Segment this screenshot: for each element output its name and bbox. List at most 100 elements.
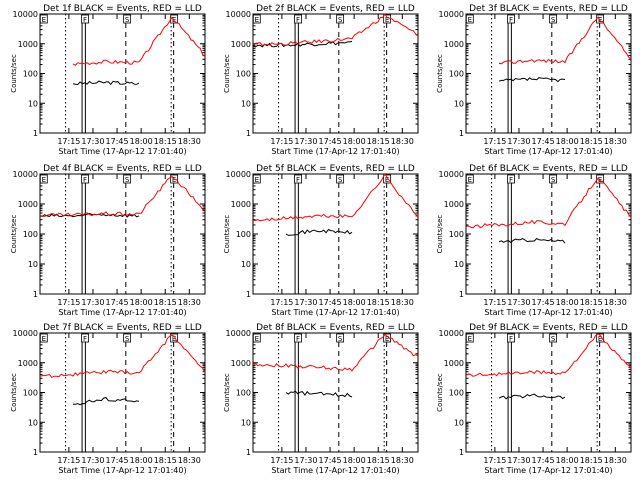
x-tick-label: 18:15 bbox=[154, 298, 177, 307]
panel-title: Det 3f BLACK = Events, RED = LLD bbox=[469, 4, 628, 14]
x-tick-label: 18:15 bbox=[367, 298, 390, 307]
flag-box bbox=[507, 14, 515, 24]
y-tick-label: 1000 bbox=[231, 200, 251, 209]
x-tick-label: 18:00 bbox=[556, 137, 579, 146]
y-tick-label: 1000 bbox=[18, 40, 38, 49]
flag-letter: S bbox=[125, 335, 130, 343]
flag-letter: S bbox=[338, 16, 343, 24]
x-tick-label: 17:15 bbox=[57, 298, 80, 307]
panel-det-6: Det 6f BLACK = Events, RED = LLD 1 10 100 10… bbox=[436, 164, 632, 317]
series-lld-line bbox=[39, 175, 206, 217]
series-events-line bbox=[498, 393, 566, 400]
x-tick-label: 17:30 bbox=[507, 456, 530, 465]
x-tick-label: 18:00 bbox=[556, 456, 579, 465]
x-tick-label: 18:30 bbox=[391, 298, 414, 307]
y-tick-label: 1 bbox=[459, 129, 464, 138]
y-axis-label: Counts/sec bbox=[223, 373, 231, 412]
flag-letter: F bbox=[296, 176, 300, 184]
y-tick-label: 10 bbox=[454, 418, 464, 427]
panel-title: Det 2f BLACK = Events, RED = LLD bbox=[256, 4, 415, 14]
x-tick-label: 17:15 bbox=[483, 137, 506, 146]
panel-det-2: Det 2f BLACK = Events, RED = LLD 1 10 100 10… bbox=[223, 4, 419, 156]
y-axis-label: Counts/sec bbox=[10, 54, 18, 93]
x-tick-label: 17:45 bbox=[319, 456, 342, 465]
y-tick-label: 1000 bbox=[444, 40, 464, 49]
flag-letter: E bbox=[172, 176, 176, 184]
flag-letter: F bbox=[83, 16, 87, 24]
x-tick-label: 18:00 bbox=[130, 298, 153, 307]
y-tick-label: 10000 bbox=[13, 10, 38, 19]
y-tick-label: 10000 bbox=[439, 170, 464, 179]
flag-letter: F bbox=[509, 335, 513, 343]
flag-letter: E bbox=[598, 335, 602, 343]
y-tick-label: 10 bbox=[241, 418, 251, 427]
flag-box bbox=[81, 174, 89, 184]
y-tick-label: 100 bbox=[23, 70, 38, 79]
panel-title: Det 8f BLACK = Events, RED = LLD bbox=[256, 323, 415, 333]
x-tick-label: 17:45 bbox=[532, 456, 555, 465]
x-axis-label: Start Time (17-Apr-12 17:01:40) bbox=[58, 466, 186, 475]
x-tick-label: 17:45 bbox=[532, 298, 555, 307]
y-axis-label: Counts/sec bbox=[436, 215, 444, 254]
x-tick-label: 18:15 bbox=[367, 137, 390, 146]
plot-frame bbox=[39, 332, 206, 453]
y-tick-label: 10000 bbox=[226, 329, 251, 338]
flag-letter: S bbox=[551, 16, 556, 24]
series-events-line bbox=[498, 77, 566, 83]
flag-letter: F bbox=[83, 176, 87, 184]
flag-box bbox=[336, 14, 345, 24]
x-tick-label: 17:30 bbox=[294, 298, 317, 307]
x-axis-label: Start Time (17-Apr-12 17:01:40) bbox=[484, 466, 612, 475]
y-tick-label: 1 bbox=[33, 290, 38, 299]
flag-box bbox=[252, 333, 261, 343]
flag-letter: F bbox=[83, 335, 87, 343]
x-tick-label: 17:15 bbox=[483, 298, 506, 307]
x-tick-label: 18:15 bbox=[580, 137, 603, 146]
y-tick-label: 1 bbox=[246, 448, 251, 457]
series-events-line bbox=[72, 80, 140, 86]
series-events-line bbox=[285, 228, 353, 236]
y-tick-label: 10 bbox=[241, 99, 251, 108]
flag-letter: E bbox=[42, 16, 46, 24]
y-axis-label: Counts/sec bbox=[436, 54, 444, 93]
flag-letter: E bbox=[255, 176, 259, 184]
x-tick-label: 17:30 bbox=[294, 456, 317, 465]
x-tick-label: 17:30 bbox=[81, 137, 104, 146]
y-tick-label: 100 bbox=[236, 230, 251, 239]
flag-letter: F bbox=[509, 16, 513, 24]
series-lld-line bbox=[252, 333, 419, 372]
y-tick-label: 10 bbox=[28, 260, 38, 269]
y-tick-label: 100 bbox=[449, 389, 464, 398]
flag-box bbox=[549, 14, 558, 24]
flag-box bbox=[465, 14, 474, 24]
plot-frame bbox=[252, 13, 419, 134]
y-tick-label: 100 bbox=[449, 230, 464, 239]
flag-letter: S bbox=[551, 335, 556, 343]
x-tick-label: 17:30 bbox=[507, 137, 530, 146]
flag-box bbox=[123, 14, 132, 24]
y-tick-label: 100 bbox=[23, 230, 38, 239]
y-tick-label: 10000 bbox=[226, 170, 251, 179]
y-tick-label: 1 bbox=[33, 129, 38, 138]
x-tick-label: 17:15 bbox=[483, 456, 506, 465]
flag-box bbox=[465, 333, 474, 343]
x-tick-label: 17:30 bbox=[294, 137, 317, 146]
x-tick-label: 18:00 bbox=[130, 456, 153, 465]
y-tick-label: 10 bbox=[454, 260, 464, 269]
x-tick-label: 18:00 bbox=[130, 137, 153, 146]
x-tick-label: 18:15 bbox=[580, 456, 603, 465]
panel-det-3: Det 3f BLACK = Events, RED = LLD 1 10 100 10… bbox=[436, 4, 632, 156]
y-tick-label: 10000 bbox=[439, 10, 464, 19]
x-axis-label: Start Time (17-Apr-12 17:01:40) bbox=[484, 147, 612, 156]
x-tick-label: 18:30 bbox=[604, 456, 627, 465]
flag-box bbox=[336, 333, 345, 343]
x-tick-label: 17:15 bbox=[270, 298, 293, 307]
flag-box bbox=[123, 333, 132, 343]
flag-box bbox=[39, 14, 48, 24]
panel-det-7: Det 7f BLACK = Events, RED = LLD 1 10 100 10… bbox=[10, 323, 206, 475]
y-tick-label: 100 bbox=[236, 389, 251, 398]
y-tick-label: 10000 bbox=[13, 170, 38, 179]
y-tick-label: 10 bbox=[454, 99, 464, 108]
flag-letter: E bbox=[468, 335, 472, 343]
flag-letter: E bbox=[468, 16, 472, 24]
